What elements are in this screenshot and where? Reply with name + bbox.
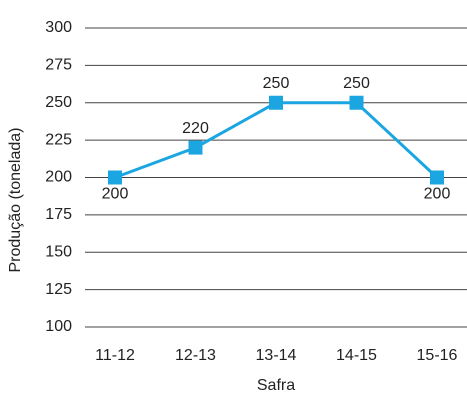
x-tick-label: 14-15 xyxy=(336,347,377,364)
x-tick-label: 15-16 xyxy=(417,347,458,364)
y-tick-label: 200 xyxy=(45,169,72,186)
y-tick-label: 300 xyxy=(45,19,72,36)
marker xyxy=(349,95,364,110)
y-tick-label: 275 xyxy=(45,57,72,74)
y-tick-label: 225 xyxy=(45,131,72,148)
x-tick-label: 13-14 xyxy=(256,347,297,364)
y-tick-label: 125 xyxy=(45,281,72,298)
marker xyxy=(430,170,444,185)
x-tick-label: 11-12 xyxy=(95,347,135,364)
marker xyxy=(188,140,203,155)
marker xyxy=(269,95,283,110)
x-tick-label: 12-13 xyxy=(175,347,216,364)
y-tick-label: 250 xyxy=(45,94,72,111)
marker xyxy=(108,170,122,185)
y-tick-label: 150 xyxy=(45,243,72,260)
data-label: 250 xyxy=(343,75,370,92)
data-label: 250 xyxy=(263,75,290,92)
data-label: 220 xyxy=(182,120,209,137)
data-label: 200 xyxy=(102,186,129,203)
y-tick-label: 100 xyxy=(45,318,72,335)
data-label: 200 xyxy=(424,186,451,203)
y-tick-label: 175 xyxy=(45,206,72,223)
x-axis-label: Safra xyxy=(257,377,295,394)
y-axis-label: Produção (tonelada) xyxy=(7,128,24,273)
